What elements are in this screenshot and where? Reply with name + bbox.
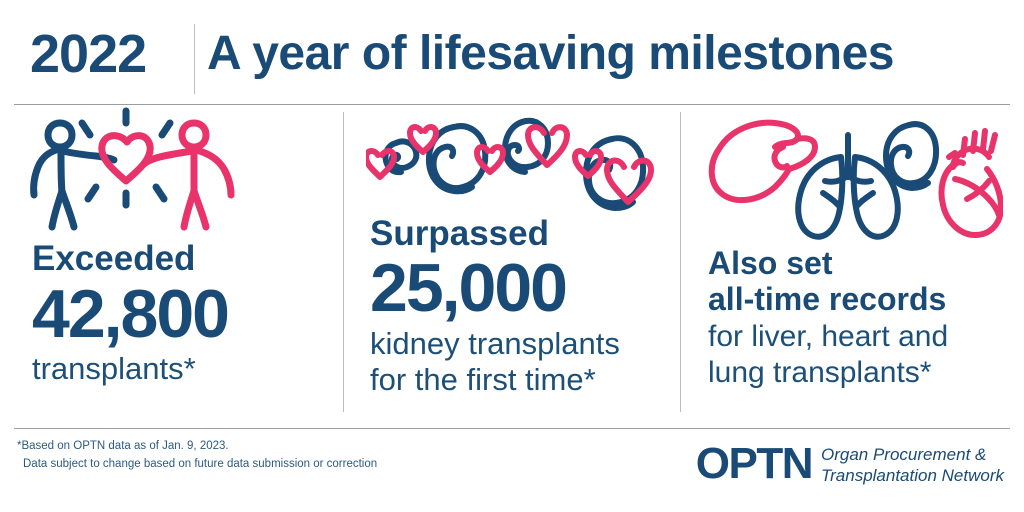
footer: *Based on OPTN data as of Jan. 9, 2023. … [0,429,1024,512]
panel-1-text: Exceeded 42,800 transplants* [32,239,230,386]
kidneys-hearts-illustration [366,117,654,211]
footnote-line-1: *Based on OPTN data as of Jan. 9, 2023. [17,440,229,452]
kidney-navy-icon [883,121,940,191]
panel-2-text: Surpassed 25,000 kidney transplants for … [370,215,620,398]
logo-tagline-line-1: Organ Procurement & [821,445,987,464]
liver-pink-icon [708,119,818,204]
panel-divider-1 [343,112,344,412]
panel-3-lead-1: Also set [708,245,833,281]
panel-1-value: 42,800 [32,276,230,352]
panel-1-tail-1: transplants* [32,351,196,386]
anatomical-heart-pink-icon [938,128,1003,238]
header-divider [194,24,195,94]
panel-3-text: Also set all-time records for liver, hea… [708,245,948,391]
logo-tagline: Organ Procurement & Transplantation Netw… [821,442,1004,486]
panel-2-lead: Surpassed [370,214,549,253]
year-label: 2022 [30,24,147,84]
optn-logo: OPTN Organ Procurement & Transplantation… [696,441,1004,487]
panel-transplants-total: Exceeded 42,800 transplants* [14,105,343,428]
panels-container: Exceeded 42,800 transplants* [0,105,1024,428]
panel-2-tail-2: for the first time* [370,362,596,397]
panel-3-tail-2: lung transplants* [708,356,932,389]
panel-divider-2 [680,112,681,412]
organs-illustration [708,119,1003,240]
panel-3-lead-2: all-time records [708,281,947,317]
panel-2-value: 25,000 [370,250,568,326]
lungs-navy-icon [795,132,901,240]
panel-3-tail-1: for liver, heart and [708,320,949,353]
footnote: *Based on OPTN data as of Jan. 9, 2023. … [17,437,377,473]
panel-kidney-transplants: Surpassed 25,000 kidney transplants for … [344,105,680,428]
panel-1-lead: Exceeded [32,239,196,278]
people-heart-illustration [30,107,235,231]
logo-tagline-line-2: Transplantation Network [821,466,1004,485]
bottom-rule [14,428,1010,429]
top-rule [14,104,1010,105]
panel-all-time-records: Also set all-time records for liver, hea… [681,105,1010,428]
page-title: A year of lifesaving milestones [207,27,894,80]
header: 2022 A year of lifesaving milestones [0,0,1024,104]
logo-wordmark: OPTN [695,439,814,488]
footnote-line-2: Data subject to change based on future d… [23,458,378,470]
panel-2-tail-1: kidney transplants [370,326,620,361]
